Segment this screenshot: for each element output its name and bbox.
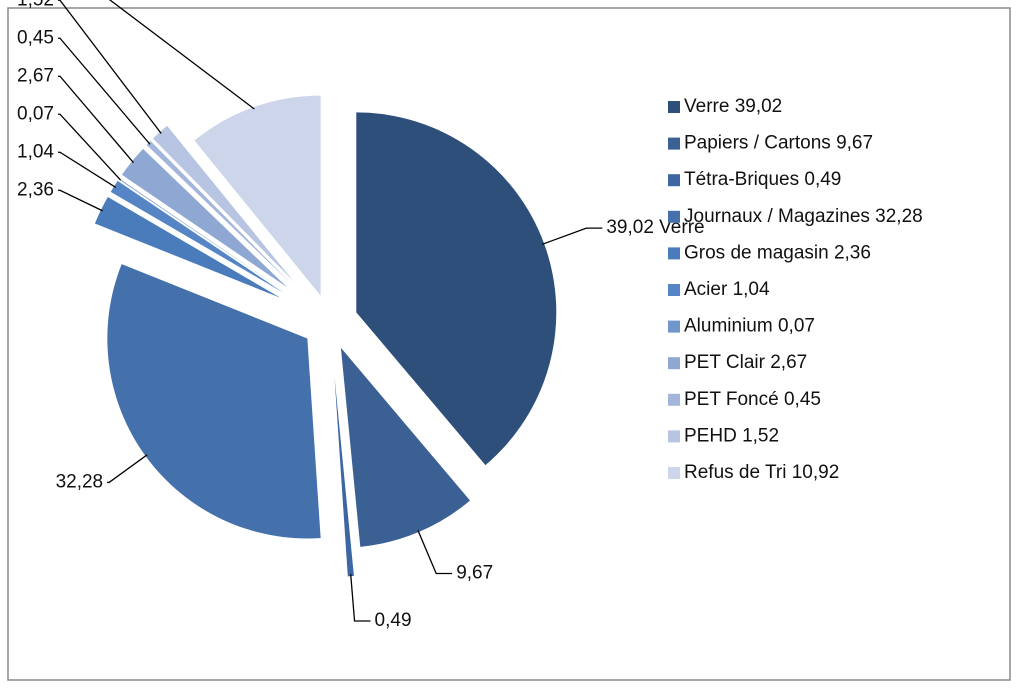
data-label: 32,28	[56, 471, 104, 492]
legend-swatch	[668, 393, 680, 406]
leader-line	[350, 574, 371, 622]
legend-label: Acier 1,04	[684, 279, 770, 300]
data-label: 0,49	[375, 610, 412, 631]
pie-slice	[340, 347, 471, 547]
leader-line	[417, 529, 453, 575]
legend-swatch	[668, 174, 680, 187]
data-label: 9,67	[456, 563, 493, 584]
legend-swatch	[668, 284, 680, 296]
leader-line	[58, 37, 151, 145]
pie-slice	[94, 196, 281, 298]
pie-slice	[152, 125, 294, 282]
data-label: 2,36	[17, 179, 54, 200]
pie-slice	[110, 180, 284, 293]
leader-line	[542, 227, 603, 245]
data-label: 1,04	[17, 141, 54, 162]
pie-slice	[194, 95, 321, 296]
legend-label: Verre 39,02	[684, 96, 782, 117]
legend-label: Gros de magasin 2,36	[684, 242, 871, 263]
data-label: 39,02 Verre	[606, 217, 704, 238]
data-label: 0,07	[17, 103, 54, 124]
legend-label: Journaux / Magazines 32,28	[684, 206, 923, 227]
legend-swatch	[668, 137, 680, 150]
data-label: 1,52	[17, 0, 54, 10]
legend-swatch	[668, 467, 680, 479]
legend-swatch	[668, 430, 680, 443]
legend-label: Papiers / Cartons 9,67	[684, 133, 873, 154]
legend-swatch	[668, 247, 680, 260]
pie-slice	[107, 264, 321, 539]
legend-label: PET Clair 2,67	[684, 352, 807, 373]
pie-slice	[118, 178, 285, 292]
legend-swatch	[668, 320, 680, 333]
legend-label: Refus de Tri 10,92	[684, 462, 839, 483]
data-label: 0,45	[17, 27, 54, 48]
leader-line	[58, 189, 103, 212]
leader-line	[58, 113, 122, 181]
pie-slice	[334, 376, 354, 577]
pie-slice	[356, 112, 557, 466]
legend-label: PEHD 1,52	[684, 425, 779, 446]
legend-swatch	[668, 357, 680, 370]
legend-label: Aluminium 0,07	[684, 316, 815, 337]
legend-label: Tétra-Briques 0,49	[684, 169, 841, 190]
legend-label: PET Foncé 0,45	[684, 389, 821, 410]
pie-slice	[146, 140, 291, 284]
leader-line	[108, 0, 255, 110]
leader-line	[58, 0, 162, 134]
leader-line	[58, 75, 134, 164]
pie-slice	[121, 148, 288, 288]
data-label: 2,67	[17, 65, 54, 86]
legend-swatch	[668, 210, 680, 223]
leader-line	[107, 454, 148, 484]
leader-line	[58, 151, 117, 188]
legend-swatch	[668, 101, 680, 113]
